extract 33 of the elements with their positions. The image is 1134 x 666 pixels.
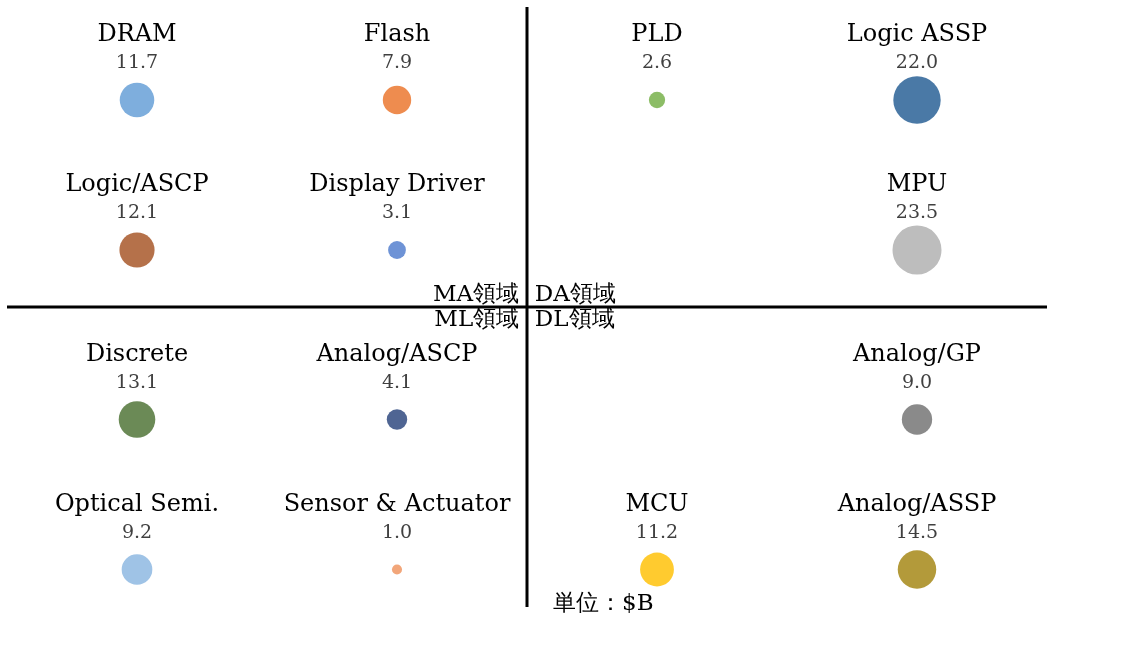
- data-label: 9.0: [901, 369, 933, 392]
- category-label: Analog/GP: [852, 338, 981, 367]
- data-label: 12.1: [115, 200, 159, 222]
- data-label: 4.1: [381, 369, 413, 392]
- category-label: Display Driver: [309, 169, 486, 197]
- data-label: 23.5: [895, 200, 939, 222]
- data-label: 3.1: [381, 200, 413, 222]
- category-label: Optical Semi.: [54, 488, 220, 517]
- category-label: Sensor & Actuator: [283, 488, 511, 517]
- category-label: PLD: [631, 19, 683, 47]
- data-label: 9.2: [121, 519, 153, 542]
- data-label: 14.5: [895, 519, 939, 542]
- text: ML領域: [434, 305, 520, 331]
- data-label: 11.7: [115, 50, 159, 72]
- category-label: Logic/ASCP: [65, 169, 209, 197]
- category-label: MPU: [886, 169, 948, 197]
- category-label: DRAM: [97, 19, 177, 47]
- text: 単位：$B: [553, 588, 654, 615]
- data-label: 13.1: [115, 369, 159, 392]
- data-label: 22.0: [895, 50, 939, 72]
- text: DA領域: [534, 279, 616, 306]
- data-label: 2.6: [641, 50, 673, 72]
- category-label: MCU: [625, 488, 689, 517]
- category-label: Analog/ASCP: [315, 338, 478, 367]
- category-label: Discrete: [85, 338, 189, 367]
- data-label: 7.9: [381, 50, 413, 72]
- category-label: Analog/ASSP: [836, 488, 997, 517]
- data-label: 1.0: [381, 519, 413, 542]
- text: DL領域: [534, 305, 615, 331]
- text: MA領域: [433, 279, 520, 306]
- data-label: 11.2: [635, 519, 679, 542]
- category-label: Logic ASSP: [846, 19, 988, 47]
- category-label: Flash: [363, 19, 431, 47]
